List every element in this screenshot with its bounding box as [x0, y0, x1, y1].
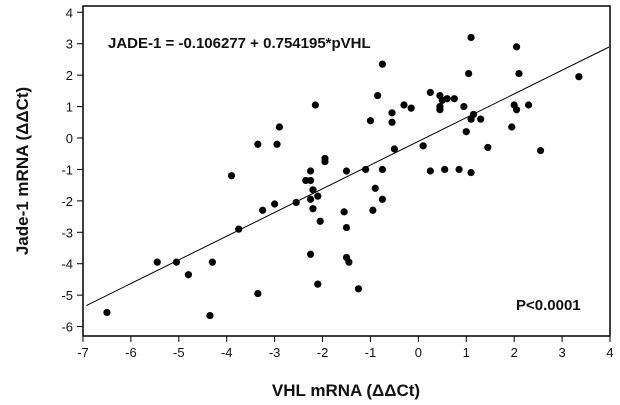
x-tick-label: -4: [221, 345, 233, 360]
plot-frame: [82, 5, 611, 337]
equation-annotation: JADE-1 = -0.106277 + 0.754195*pVHL: [108, 35, 371, 52]
data-point: [374, 91, 382, 100]
data-point: [309, 186, 317, 194]
data-point: [306, 167, 315, 175]
data-point: [441, 165, 449, 174]
y-tick-label: -3: [61, 225, 73, 240]
data-point: [275, 123, 284, 131]
data-point: [378, 60, 387, 68]
y-tick-label: -4: [61, 257, 73, 272]
data-point: [254, 289, 262, 298]
data-point: [455, 165, 463, 174]
data-point: [227, 172, 236, 180]
data-point: [378, 195, 387, 203]
data-point: [206, 311, 214, 320]
data-point: [512, 106, 521, 114]
y-tick-label: -1: [61, 162, 73, 177]
data-point: [460, 102, 468, 111]
data-point: [184, 271, 192, 279]
data-point: [254, 140, 262, 148]
y-tick-label: -6: [61, 320, 73, 335]
data-point: [259, 206, 267, 214]
data-point: [309, 205, 317, 213]
y-tick-label: 4: [66, 5, 73, 20]
data-point: [524, 101, 533, 109]
data-points: [103, 33, 583, 320]
data-point: [388, 118, 396, 126]
data-point: [316, 217, 324, 225]
x-tick-label: -6: [125, 345, 137, 360]
data-point: [512, 43, 521, 51]
x-tick-label: 1: [463, 345, 470, 360]
data-point: [469, 110, 478, 119]
x-tick-label: 0: [415, 345, 422, 360]
x-tick-label: 2: [511, 345, 518, 360]
y-tick-label: 1: [66, 100, 73, 115]
data-point: [450, 95, 458, 103]
data-point: [321, 154, 329, 163]
axis-ticks: -7 -6 -5 -4 -3 -2 -1 0 1 2 3 4 4 3 2 1 0 -1 -2 -3 -4 -5 -6: [61, 5, 613, 360]
y-axis-title: Jade-1 mRNA (ΔΔCt): [13, 87, 32, 255]
x-tick-label: -5: [173, 345, 185, 360]
pvalue-annotation: P<0.0001: [516, 297, 581, 314]
data-point: [407, 104, 415, 112]
y-tick-label: 3: [66, 37, 73, 52]
data-point: [306, 176, 315, 185]
x-tick-label: -1: [365, 345, 377, 360]
data-point: [371, 184, 379, 192]
data-point: [311, 101, 319, 109]
x-tick-label: -3: [269, 345, 281, 360]
data-point: [388, 109, 396, 117]
data-point: [508, 123, 516, 131]
data-point: [271, 200, 279, 208]
x-tick-label: -2: [317, 345, 329, 360]
regression-line: [86, 46, 610, 307]
data-point: [484, 143, 492, 152]
data-point: [419, 142, 427, 150]
data-point: [426, 88, 434, 97]
data-point: [378, 165, 387, 174]
data-point: [292, 198, 300, 207]
data-point: [208, 258, 216, 266]
data-point: [467, 168, 475, 177]
x-tick-label: 4: [606, 345, 613, 360]
data-point: [314, 192, 322, 200]
data-point: [172, 258, 181, 266]
data-point: [342, 223, 351, 232]
data-point: [345, 258, 353, 266]
data-point: [362, 165, 370, 174]
data-point: [515, 69, 523, 78]
data-point: [436, 106, 444, 114]
data-point: [400, 101, 408, 109]
data-point: [273, 140, 281, 148]
y-tick-label: -5: [61, 288, 73, 303]
data-point: [153, 258, 161, 266]
data-point: [467, 33, 475, 42]
data-point: [465, 69, 473, 78]
data-point: [390, 145, 399, 153]
data-point: [235, 225, 243, 233]
data-point: [477, 115, 485, 123]
data-point: [366, 117, 375, 125]
x-tick-label: 3: [558, 345, 565, 360]
data-point: [340, 208, 348, 216]
x-tick-label: -7: [77, 345, 89, 360]
y-tick-label: 0: [66, 131, 73, 146]
data-point: [443, 95, 451, 103]
data-point: [103, 308, 111, 317]
data-point: [369, 206, 377, 214]
data-point: [462, 128, 470, 136]
data-point: [426, 167, 434, 175]
y-tick-label: 2: [66, 68, 73, 83]
x-axis-title: VHL mRNA (ΔΔCt): [272, 381, 420, 400]
data-point: [306, 250, 315, 258]
data-point: [575, 73, 583, 81]
data-point: [306, 195, 315, 203]
data-point: [354, 285, 363, 293]
y-tick-label: -2: [61, 194, 73, 209]
data-point: [314, 280, 322, 288]
data-point: [536, 146, 545, 155]
data-point: [342, 167, 351, 175]
